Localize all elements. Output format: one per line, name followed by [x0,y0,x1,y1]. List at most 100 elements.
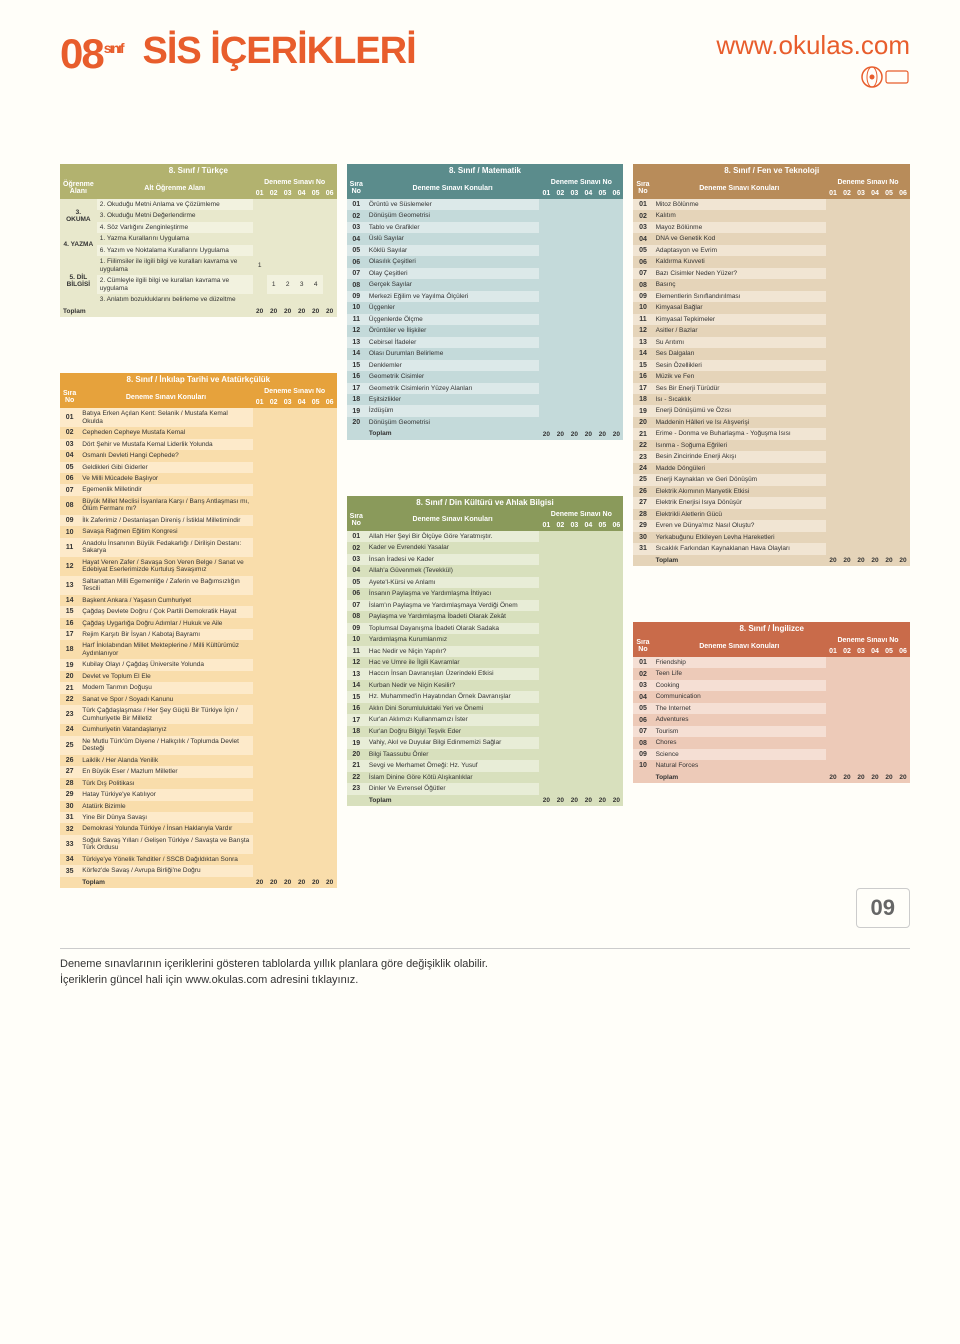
matematik-row: 09 Merkezi Eğilim ve Yayılma Ölçüleri [347,291,624,302]
matematik-row: 02 Dönüşüm Geometrisi [347,210,624,221]
turkce-row: 6. Yazım ve Noktalama Kurallarını Uygula… [60,245,337,256]
din-row: 15 Hz. Muhammed'in Hayatından Örnek Davr… [347,691,624,702]
page-header: 08sınıf SİS İÇERİKLERİ www.okulas.com [60,30,910,94]
inkilap-row: 11 Anadolu İnsanının Büyük Fedakarlığı /… [60,538,337,557]
inkilap-row: 08 Büyük Millet Meclisi İsyanlara Karşı … [60,496,337,515]
din-row: 03 İnsan İradesi ve Kader [347,554,624,565]
ingilizce-row: 03 Cooking [633,680,910,691]
matematik-row: 10 Üçgenler [347,302,624,313]
matematik-row: 03 Tablo ve Grafikler [347,222,624,233]
turkce-row: 3. OKUMA2. Okuduğu Metni Anlama ve Çözüm… [60,199,337,210]
fen-row: 21 Erime - Donma ve Buharlaşma - Yoğuşma… [633,428,910,439]
inkilap-row: 09 İlk Zaferimiz / Destanlaşan Direniş /… [60,515,337,526]
din-row: 23 Dinler Ve Evrensel Öğütler [347,783,624,794]
left-column: 8. Sınıf / Türkçe Öğrenme Alanı Alt Öğre… [60,164,337,888]
fen-row: 03 Mayoz Bölünme [633,222,910,233]
inkilap-row: 30 Atatürk Bizimle [60,801,337,812]
logo-icon [860,65,910,89]
fen-row: 29 Evren ve Dünya'mız Nasıl Oluştu? [633,520,910,531]
footer-line2: İçeriklerin güncel hali için www.okulas.… [60,973,910,988]
din-row: 13 Haccın İnsan Davranışları Üzerindeki … [347,668,624,679]
din-row: 05 Ayete'l-Kürsi ve Anlamı [347,577,624,588]
fen-row: 06 Kaldırma Kuvveti [633,256,910,267]
title-block: 08sınıf SİS İÇERİKLERİ [60,30,416,78]
fen-row: 05 Adaptasyon ve Evrim [633,245,910,256]
din-row: 07 İslam'ın Paylaşma ve Yardımlaşmaya Ve… [347,600,624,611]
matematik-row: 11 Üçgenlerde Ölçme [347,314,624,325]
ingilizce-row: 06 Adventures [633,714,910,725]
inkilap-row: 05 Geldikleri Gibi Giderler [60,462,337,473]
matematik-row: 20 Dönüşüm Geometrisi [347,417,624,428]
fen-table: 8. Sınıf / Fen ve Teknoloji Sıra No Dene… [633,164,910,566]
din-row: 19 Vahiy, Akıl ve Duyular Bilgi Edinmemi… [347,737,624,748]
din-row: 16 Aklın Dini Sorumluluktaki Yeri ve Öne… [347,703,624,714]
main-title: SİS İÇERİKLERİ [143,30,416,73]
fen-row: 11 Kimyasal Tepkimeler [633,314,910,325]
inkilap-row: 29 Hatay Türkiye'ye Katılıyor [60,789,337,800]
inkilap-row: 04 Osmanlı Devleti Hangi Cephede? [60,450,337,461]
fen-row: 17 Ses Bir Enerji Türüdür [633,383,910,394]
website-block: www.okulas.com [716,30,910,94]
fen-row: 02 Kalıtım [633,210,910,221]
website-link[interactable]: www.okulas.com [716,30,910,61]
matematik-row: 06 Olasılık Çeşitleri [347,256,624,267]
fen-row: 15 Sesin Özellikleri [633,360,910,371]
inkilap-row: 14 Başkent Ankara / Yaşasın Cumhuriyet [60,595,337,606]
inkilap-row: 34 Türkiye'ye Yönelik Tehditler / SSCB D… [60,854,337,865]
inkilap-row: 12 Hayat Veren Zafer / Savaşa Son Veren … [60,557,337,576]
din-row: 14 Kurban Nedir ve Niçin Kesilir? [347,680,624,691]
matematik-row: 01 Örüntü ve Süslemeler [347,199,624,210]
inkilap-row: 22 Sanat ve Spor / Soyadı Kanunu [60,694,337,705]
content-columns: 8. Sınıf / Türkçe Öğrenme Alanı Alt Öğre… [60,164,910,888]
matematik-row: 04 Üslü Sayılar [347,233,624,244]
fen-row: 09 Elementlerin Sınıflandırılması [633,291,910,302]
matematik-row: 18 Eşitsizlikler [347,394,624,405]
ingilizce-row: 01 Friendship [633,657,910,668]
din-row: 06 İnsanın Paylaşma ve Yardımlaşma İhtiy… [347,588,624,599]
inkilap-row: 02 Cepheden Cepheye Mustafa Kemal [60,427,337,438]
din-row: 02 Kader ve Evrendeki Yasalar [347,542,624,553]
ingilizce-row: 10 Natural Forces [633,760,910,771]
fen-row: 25 Enerji Kaynakları ve Geri Dönüşüm [633,474,910,485]
fen-row: 28 Elektrikli Aletlerin Gücü [633,509,910,520]
din-row: 01 Allah Her Şeyi Bir Ölçüye Göre Yaratm… [347,531,624,542]
fen-row: 23 Besin Zincirinde Enerji Akışı [633,451,910,462]
page-number-row: 09 [60,888,910,928]
fen-row: 19 Enerji Dönüşümü ve Özısı [633,405,910,416]
inkilap-row: 18 Harf İnkılabından Millet Mekteplerine… [60,640,337,659]
inkilap-row: 31 Yine Bir Dünya Savaşı [60,812,337,823]
inkilap-row: 26 Laiklik / Her Alanda Yenilik [60,755,337,766]
matematik-row: 12 Örüntüler ve İlişkiler [347,325,624,336]
inkilap-row: 15 Çağdaş Devlete Doğru / Çok Partili De… [60,606,337,617]
inkilap-row: 19 Kubilay Olayı / Çağdaş Üniversite Yol… [60,659,337,670]
din-row: 20 Bilgi Taassubu Önler [347,749,624,760]
din-row: 22 İslam Dinine Göre Kötü Alışkanlıklar [347,772,624,783]
fen-row: 12 Asitler / Bazlar [633,325,910,336]
inkilap-row: 06 Ve Milli Mücadele Başlıyor [60,473,337,484]
inkilap-row: 13 Saltanattan Milli Egemenliğe / Zaferi… [60,576,337,595]
din-row: 08 Paylaşma ve Yardımlaşma İbadeti Olara… [347,611,624,622]
inkilap-row: 28 Türk Dış Politikası [60,778,337,789]
fen-row: 08 Basınç [633,279,910,290]
mid-column: 8. Sınıf / Matematik Sıra No Deneme Sına… [347,164,624,806]
fen-row: 26 Elektrik Akımının Manyetik Etkisi [633,486,910,497]
class-suffix: sınıf [104,40,123,56]
right-column: 8. Sınıf / Fen ve Teknoloji Sıra No Dene… [633,164,910,783]
matematik-row: 05 Köklü Sayılar [347,245,624,256]
matematik-row: 14 Olası Durumları Belirleme [347,348,624,359]
matematik-row: 19 İzdüşüm [347,405,624,416]
ingilizce-row: 08 Chores [633,737,910,748]
inkilap-row: 33 Soğuk Savaş Yılları / Gelişen Türkiye… [60,835,337,854]
din-row: 18 Kur'an Doğru Bilgiyi Teşvik Eder [347,726,624,737]
fen-row: 13 Su Arıtımı [633,337,910,348]
matematik-row: 13 Cebirsel İfadeler [347,337,624,348]
page-number: 09 [856,888,910,928]
fen-row: 01 Mitoz Bölünme [633,199,910,210]
class-number: 08sınıf [60,30,123,78]
turkce-row: 4. Söz Varlığını Zenginleştirme [60,222,337,233]
matematik-row: 17 Geometrik Cisimlerin Yüzey Alanları [347,383,624,394]
matematik-row: 15 Denklemler [347,360,624,371]
ingilizce-row: 05 The Internet [633,703,910,714]
din-row: 21 Sevgi ve Merhamet Örneği: Hz. Yusuf [347,760,624,771]
din-row: 17 Kur'an Aklımızı Kullanmamızı İster [347,714,624,725]
